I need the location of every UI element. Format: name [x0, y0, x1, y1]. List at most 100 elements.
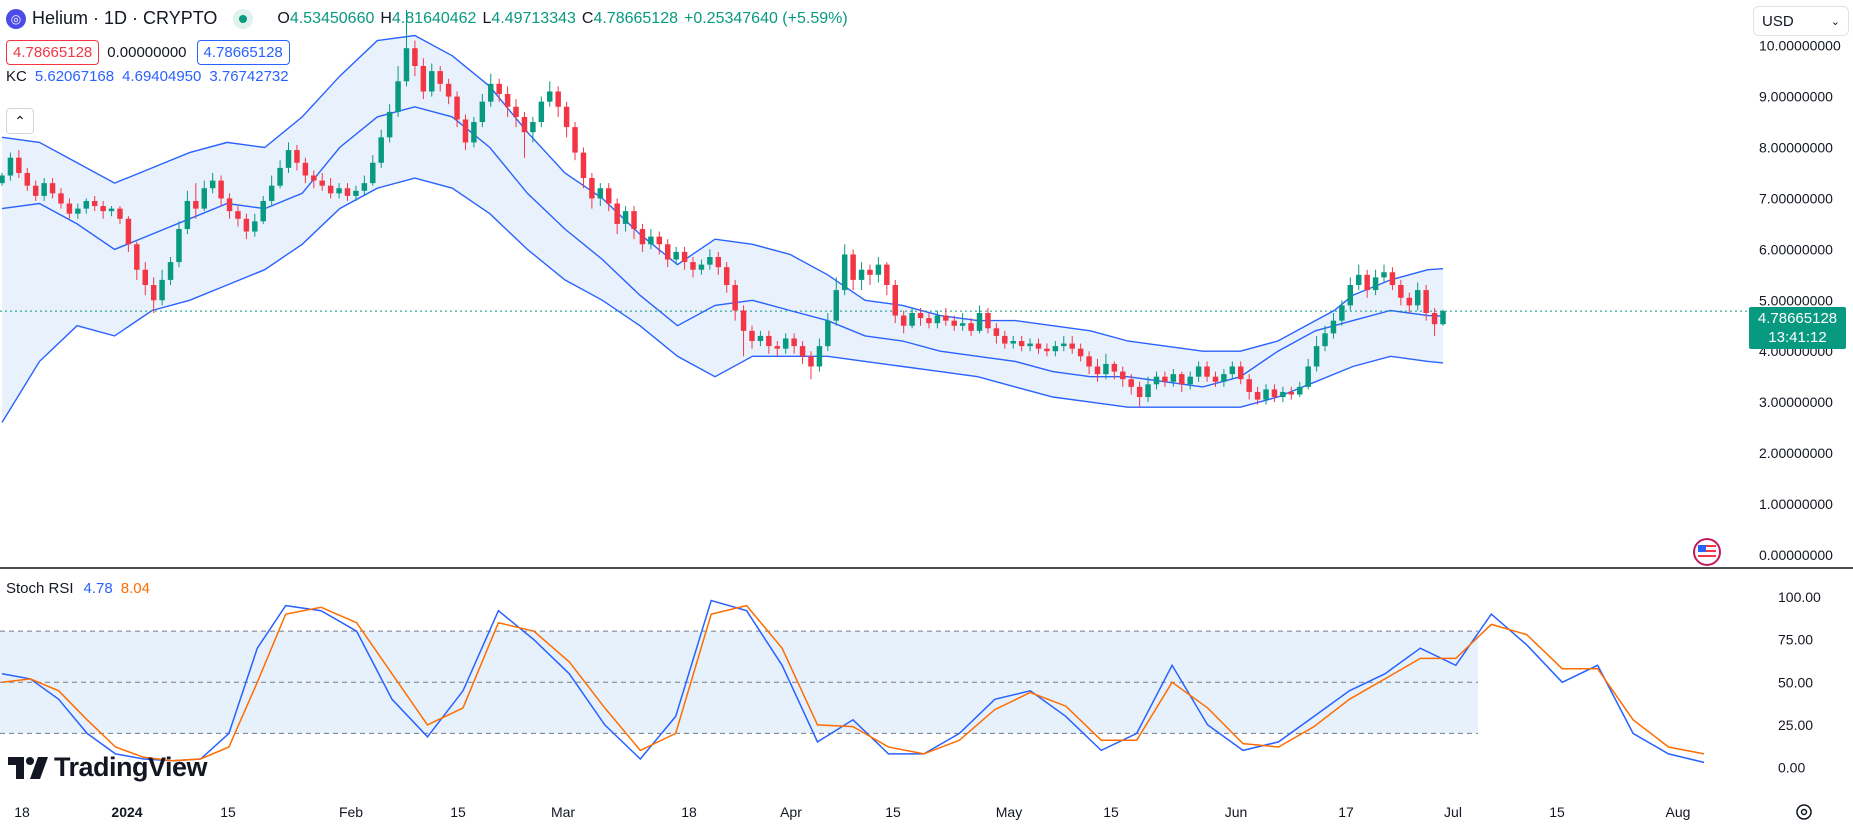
candle — [605, 183, 612, 212]
candle-body — [344, 188, 351, 196]
candle — [841, 244, 848, 296]
chevron-down-icon: ⌄ — [1830, 15, 1840, 28]
candle — [1423, 285, 1429, 321]
candle-body — [572, 127, 578, 153]
candle — [504, 86, 511, 117]
candle — [344, 183, 351, 201]
ohlc-close-label: C — [581, 9, 594, 27]
time-tick-label: 18 — [681, 804, 697, 820]
candle-body — [698, 264, 705, 270]
market-status-icon[interactable] — [233, 8, 254, 29]
candle — [648, 228, 654, 250]
candle — [1372, 269, 1379, 296]
candle-body — [311, 175, 317, 181]
candle — [7, 152, 14, 181]
candle-body — [1254, 391, 1261, 400]
candle — [1170, 369, 1177, 387]
candle-body — [1035, 343, 1042, 349]
candle-body — [909, 313, 915, 326]
candle-body — [1389, 272, 1396, 285]
candle-body — [690, 262, 696, 270]
settings-gear-icon[interactable] — [1794, 802, 1814, 822]
price-tick-label: 6.00000000 — [1759, 241, 1833, 257]
candle — [909, 307, 915, 329]
candle-body — [445, 83, 452, 97]
candle-body — [757, 335, 764, 342]
stoch-rsi-legend[interactable]: Stoch RSI 4.78 8.04 — [6, 580, 150, 597]
candle-body — [732, 285, 738, 311]
candle — [336, 183, 342, 199]
candle — [386, 104, 393, 143]
candle-body — [875, 264, 882, 275]
candle — [420, 58, 427, 100]
candle — [639, 223, 646, 252]
candle — [167, 256, 174, 285]
candle-body — [1414, 290, 1421, 306]
sell-button[interactable]: 4.78665128 — [6, 40, 100, 65]
candle-body — [976, 313, 983, 331]
candle — [723, 262, 730, 293]
candle-body — [496, 83, 502, 95]
kc-legend[interactable]: KC 5.62067168 4.69404950 3.76742732 — [6, 68, 289, 85]
candle — [1179, 371, 1185, 392]
tradingview-logo[interactable]: TradingView — [8, 752, 208, 783]
candle — [538, 96, 545, 128]
candle — [370, 155, 376, 186]
candle-body — [252, 221, 258, 232]
kc-upper-value: 5.62067168 — [34, 68, 115, 85]
candle — [218, 175, 224, 207]
candle — [91, 195, 98, 212]
candle — [294, 144, 300, 171]
candle-body — [774, 346, 781, 349]
candle — [959, 313, 966, 331]
buy-button[interactable]: 4.78665128 — [196, 40, 290, 65]
candle-body — [900, 315, 907, 326]
candle-body — [1305, 366, 1311, 387]
ohlc-open: 4.53450660 — [289, 9, 375, 27]
candle-body — [833, 290, 840, 321]
candle — [1398, 279, 1404, 306]
symbol-title[interactable]: Helium · 1D · CRYPTO — [32, 8, 218, 28]
candle-body — [631, 211, 637, 229]
candle — [302, 157, 309, 184]
candle — [858, 262, 865, 291]
candle — [698, 259, 705, 275]
candle-body — [1288, 391, 1295, 395]
candle-body — [1195, 366, 1202, 377]
ohlc-high-label: H — [380, 9, 392, 27]
candle — [631, 206, 637, 240]
candle — [1035, 338, 1042, 354]
currency-select[interactable]: USD ⌄ — [1753, 6, 1849, 36]
candle-body — [302, 162, 309, 176]
candle — [547, 81, 553, 107]
candle-body — [429, 71, 435, 92]
candle — [968, 318, 974, 336]
candle — [555, 86, 561, 117]
candle-body — [361, 183, 368, 191]
candle-body — [1297, 386, 1303, 395]
candle-body — [386, 111, 393, 138]
candle — [193, 183, 199, 219]
candle-body — [1162, 376, 1168, 382]
stoch-axis: 100.00 75.00 50.00 25.00 0.00 — [1778, 589, 1821, 775]
candle — [226, 193, 233, 219]
candle — [791, 333, 797, 354]
candle-body — [530, 122, 536, 133]
candle-body — [1406, 297, 1413, 306]
us-flag-icon[interactable] — [1692, 538, 1722, 566]
time-tick-label: Aug — [1666, 804, 1691, 820]
price-tick-label: 7.00000000 — [1759, 190, 1833, 206]
candle-body — [462, 119, 469, 143]
candle-body — [521, 116, 528, 133]
candle-body — [648, 236, 654, 245]
candle — [774, 341, 781, 357]
candle — [1313, 335, 1320, 372]
candle — [673, 246, 679, 265]
collapse-legend-button[interactable]: ⌃ — [6, 108, 34, 134]
candle — [327, 178, 334, 199]
candle — [850, 249, 856, 291]
candle — [1052, 341, 1059, 357]
candle-body — [943, 315, 949, 321]
candle — [150, 277, 157, 314]
